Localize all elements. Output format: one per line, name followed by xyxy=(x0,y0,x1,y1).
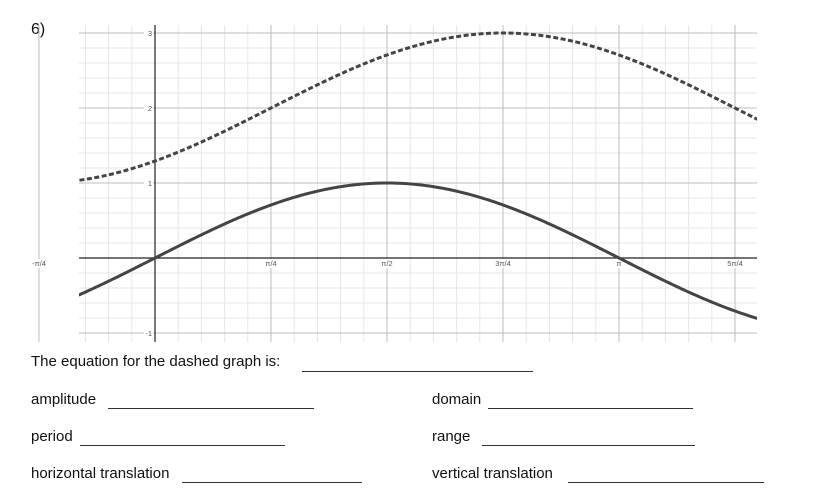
solid-curve xyxy=(79,181,757,320)
question-number: 6) xyxy=(31,21,46,38)
x-tick-label-bg xyxy=(726,259,744,268)
x-tick-label: 5π/4 xyxy=(727,259,743,268)
y-tick-label: -1 xyxy=(145,329,152,338)
vertical-translation-label: vertical translation xyxy=(432,465,553,482)
range-answer-blank[interactable] xyxy=(482,445,695,446)
x-tick-label: 3π/4 xyxy=(495,259,511,268)
y-tick-label-bg xyxy=(144,28,153,37)
sinusoid-graph: -π/4π/4π/23π/4π5π/43π/27π/42π9π/45π/2321… xyxy=(30,25,757,342)
vertical-translation-answer-blank[interactable] xyxy=(568,482,764,483)
x-tick-label-bg xyxy=(378,259,396,268)
equation-prompt: The equation for the dashed graph is: xyxy=(31,353,281,370)
x-tick-label-bg xyxy=(30,259,48,268)
dashed-curve xyxy=(79,31,757,182)
x-tick-label-bg xyxy=(610,259,628,268)
y-tick-label-bg xyxy=(144,328,153,337)
y-tick-label: 1 xyxy=(148,179,152,188)
domain-answer-blank[interactable] xyxy=(488,408,693,409)
y-tick-label-bg xyxy=(144,103,153,112)
x-tick-label-bg xyxy=(494,259,512,268)
range-label: range xyxy=(432,428,471,445)
x-tick-label: π/4 xyxy=(265,259,276,268)
period-answer-blank[interactable] xyxy=(80,445,285,446)
x-tick-label: π xyxy=(616,259,621,268)
equation-answer-blank[interactable] xyxy=(302,371,533,372)
y-tick-label: 3 xyxy=(148,29,152,38)
horizontal-translation-answer-blank[interactable] xyxy=(182,482,362,483)
amplitude-answer-blank[interactable] xyxy=(108,408,314,409)
domain-label: domain xyxy=(432,391,482,408)
x-tick-label-bg xyxy=(262,259,280,268)
horizontal-translation-label: horizontal translation xyxy=(31,465,170,482)
y-tick-label-bg xyxy=(144,178,153,187)
y-tick-label: 2 xyxy=(148,104,152,113)
x-tick-label: π/2 xyxy=(381,259,392,268)
period-label: period xyxy=(31,428,73,445)
amplitude-label: amplitude xyxy=(31,391,97,408)
x-tick-label: -π/4 xyxy=(32,259,46,268)
